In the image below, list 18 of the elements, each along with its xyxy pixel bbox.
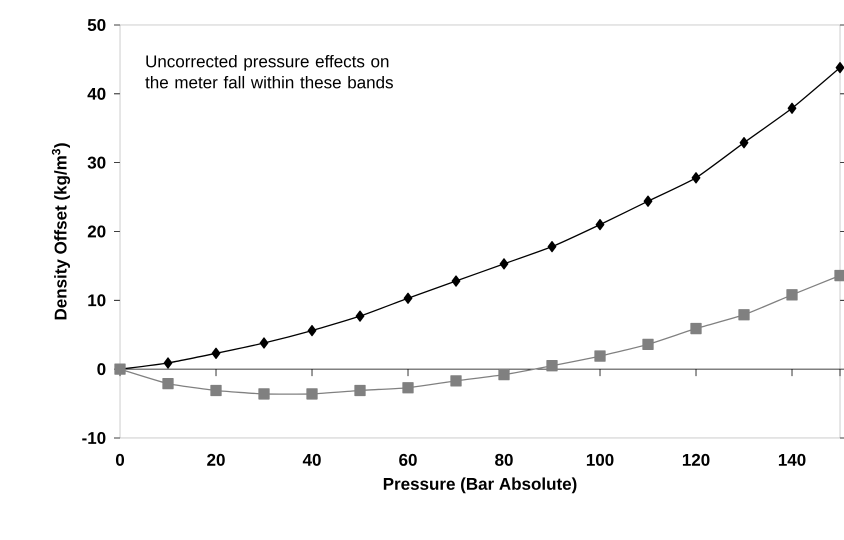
y-axis-title: Density Offset (kg/m$^{3}$) — [52, 143, 70, 320]
y-tick-label: 50 — [88, 18, 106, 32]
x-tick-label: 20 — [207, 454, 225, 466]
y-tick-label: -10 — [82, 432, 106, 444]
x-tick-label: 60 — [399, 454, 417, 466]
y-tick-label: 40 — [87, 88, 106, 100]
annotation: Uncorrected pressure effects on the meter fall within these bands — [145, 54, 393, 88]
y-tick-label: 0 — [97, 363, 106, 376]
y-tick-label: 20 — [88, 225, 106, 238]
x-tick-label: 140 — [778, 454, 806, 466]
x-tick-label: 0 — [116, 454, 124, 466]
x-tick-label: 100 — [586, 454, 614, 466]
y-tick-label: 10 — [88, 294, 106, 306]
x-tick-label: 80 — [495, 454, 513, 466]
y-tick-label: 30 — [88, 156, 106, 169]
x-tick-label: 40 — [302, 454, 321, 466]
x-axis-title: Pressure (Bar Absolute) — [384, 477, 576, 494]
x-tick-label: 120 — [682, 454, 710, 466]
